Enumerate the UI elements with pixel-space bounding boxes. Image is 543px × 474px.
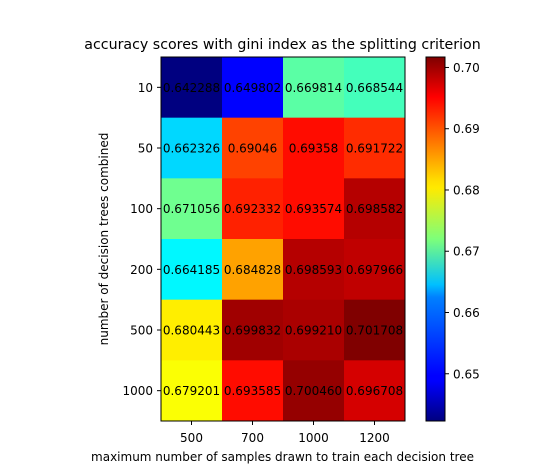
colorbar-tick-label: 0.68 bbox=[453, 183, 480, 197]
heatmap-cell bbox=[161, 117, 223, 179]
heatmap-cell bbox=[344, 360, 406, 422]
y-tick-label: 100 bbox=[130, 202, 153, 216]
cell-value-label: 0.664185 bbox=[163, 263, 220, 277]
x-tick-label: 700 bbox=[241, 431, 264, 445]
heatmap-cell bbox=[161, 299, 223, 361]
heatmap-cell bbox=[344, 57, 406, 119]
heatmap-cell bbox=[161, 57, 223, 119]
heatmap-cell bbox=[283, 360, 345, 422]
cell-value-label: 0.669814 bbox=[285, 81, 342, 95]
y-tick-label: 200 bbox=[130, 263, 153, 277]
heatmap-cell bbox=[283, 57, 345, 119]
heatmap-cell bbox=[283, 178, 345, 240]
heatmap-cell bbox=[344, 239, 406, 301]
heatmap-cell bbox=[222, 299, 284, 361]
cell-value-label: 0.696708 bbox=[346, 384, 403, 398]
chart-title: accuracy scores with gini index as the s… bbox=[84, 37, 480, 53]
cell-value-label: 0.680443 bbox=[163, 324, 220, 338]
y-axis: 10 50 100 200 500 1000 bbox=[122, 81, 161, 398]
cell-value-label: 0.693585 bbox=[224, 384, 281, 398]
heatmap-cell bbox=[222, 239, 284, 301]
heatmap-cells bbox=[161, 57, 406, 422]
x-tick-label: 1200 bbox=[359, 431, 390, 445]
heatmap-cell bbox=[344, 178, 406, 240]
heatmap-cell bbox=[344, 299, 406, 361]
colorbar-tick-label: 0.70 bbox=[453, 61, 480, 75]
colorbar-tick-label: 0.65 bbox=[453, 367, 480, 381]
heatmap-cell bbox=[222, 360, 284, 422]
heatmap-cell bbox=[161, 239, 223, 301]
cell-value-label: 0.698593 bbox=[285, 263, 342, 277]
cell-value-label: 0.699210 bbox=[285, 324, 342, 338]
cell-value-label: 0.642288 bbox=[163, 81, 220, 95]
cell-value-label: 0.691722 bbox=[346, 142, 403, 156]
x-tick-label: 500 bbox=[180, 431, 203, 445]
heatmap-cell bbox=[283, 239, 345, 301]
cell-value-label: 0.679201 bbox=[163, 384, 220, 398]
cell-value-label: 0.700460 bbox=[285, 384, 342, 398]
heatmap-cell bbox=[283, 299, 345, 361]
cell-value-label: 0.692332 bbox=[224, 202, 281, 216]
cell-value-label: 0.701708 bbox=[346, 324, 403, 338]
x-tick-label: 1000 bbox=[298, 431, 329, 445]
colorbar-tick-label: 0.66 bbox=[453, 306, 480, 320]
cell-value-label: 0.662326 bbox=[163, 142, 220, 156]
cell-value-label: 0.649802 bbox=[224, 81, 281, 95]
cell-value-label: 0.698582 bbox=[346, 202, 403, 216]
heatmap-cell-labels: 0.642288 0.649802 0.669814 0.668544 0.662326… bbox=[163, 81, 403, 398]
heatmap-cell bbox=[222, 117, 284, 179]
cell-value-label: 0.69046 bbox=[228, 142, 278, 156]
heatmap-cell bbox=[161, 178, 223, 240]
y-tick-label: 10 bbox=[138, 81, 153, 95]
heatmap-cell bbox=[222, 178, 284, 240]
x-axis-label: maximum number of samples drawn to train… bbox=[91, 450, 474, 464]
cell-value-label: 0.693574 bbox=[285, 202, 342, 216]
cell-value-label: 0.684828 bbox=[224, 263, 281, 277]
colorbar-tick-label: 0.67 bbox=[453, 245, 480, 259]
heatmap-cell bbox=[222, 57, 284, 119]
cell-value-label: 0.69358 bbox=[289, 142, 339, 156]
cell-value-label: 0.699832 bbox=[224, 324, 281, 338]
y-tick-label: 50 bbox=[138, 142, 153, 156]
heatmap-cell bbox=[344, 117, 406, 179]
plot-frame bbox=[160, 56, 406, 422]
colorbar-gradient bbox=[425, 56, 446, 422]
cell-value-label: 0.697966 bbox=[346, 263, 403, 277]
y-axis-label: number of decision trees combined bbox=[97, 133, 111, 346]
colorbar-ticks: 0.65 0.66 0.67 0.68 0.69 0.70 bbox=[445, 61, 480, 381]
y-tick-label: 1000 bbox=[122, 384, 153, 398]
colorbar-tick-label: 0.69 bbox=[453, 122, 480, 136]
heatmap-cell bbox=[283, 117, 345, 179]
cell-value-label: 0.671056 bbox=[163, 202, 220, 216]
colorbar: 0.65 0.66 0.67 0.68 0.69 0.70 bbox=[425, 56, 480, 422]
heatmap-cell bbox=[161, 360, 223, 422]
y-tick-label: 500 bbox=[130, 324, 153, 338]
cell-value-label: 0.668544 bbox=[346, 81, 403, 95]
x-axis: 500 700 1000 1200 bbox=[180, 421, 390, 445]
